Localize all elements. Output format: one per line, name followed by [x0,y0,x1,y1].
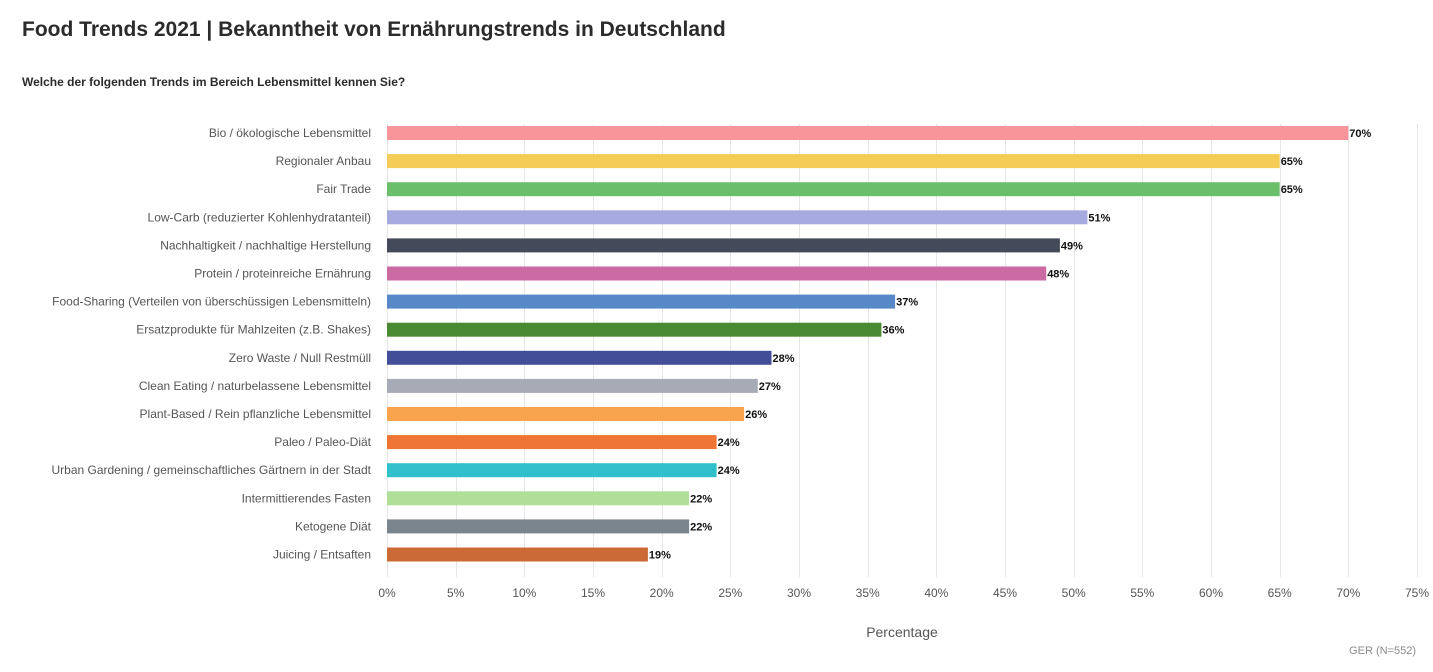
value-label: 65% [1281,184,1303,196]
category-label: Intermittierendes Fasten [242,491,371,505]
x-tick-label: 75% [1405,586,1429,600]
x-tick-label: 35% [856,586,880,600]
bar [387,547,648,562]
value-label: 26% [745,409,767,421]
category-label: Low-Carb (reduzierter Kohlenhydratanteil… [148,210,371,224]
bar [387,238,1060,253]
x-tick-label: 40% [924,586,948,600]
x-tick-label: 45% [993,586,1017,600]
value-label: 70% [1349,128,1371,140]
category-label: Nachhaltigkeit / nachhaltige Herstellung [160,238,371,252]
category-label: Clean Eating / naturbelassene Lebensmitt… [139,379,371,393]
value-label: 24% [718,465,740,477]
category-label: Bio / ökologische Lebensmittel [209,126,371,140]
x-tick-label: 55% [1130,586,1154,600]
bar [387,519,690,534]
category-label: Paleo / Paleo-Diät [274,435,371,449]
value-label: 65% [1281,156,1303,168]
value-label: 36% [882,325,904,337]
bar [387,378,758,393]
value-label: 24% [718,437,740,449]
value-label: 22% [690,493,712,505]
bar [387,294,896,309]
value-label: 19% [649,550,671,562]
x-tick-label: 0% [378,586,396,600]
bar [387,182,1280,197]
bar [387,322,882,337]
bar [387,491,690,506]
value-label: 51% [1088,212,1110,224]
bar [387,350,772,365]
bar [387,210,1088,225]
category-label: Fair Trade [316,182,371,196]
value-label: 48% [1047,269,1069,281]
category-label: Juicing / Entsaften [273,548,371,562]
bar [387,126,1349,140]
labels: 0% 5% 10% 15% 20% 25% 30% 35% 40% 45% 50% 55% 60% 65%… [51,126,1429,600]
bar [387,154,1280,169]
category-label: Zero Waste / Null Restmüll [229,351,371,365]
chart-title: Food Trends 2021 | Bekanntheit von Ernäh… [22,18,726,41]
value-label: 37% [896,297,918,309]
x-tick-label: 30% [787,586,811,600]
x-tick-label: 10% [512,586,536,600]
x-tick-label: 65% [1268,586,1292,600]
value-label: 27% [759,381,781,393]
category-label: Ersatzprodukte für Mahlzeiten (z.B. Shak… [136,323,371,337]
category-label: Regionaler Anbau [276,154,371,168]
bar [387,407,745,421]
x-tick-label: 25% [718,586,742,600]
x-axis-title: Percentage [866,624,938,640]
x-tick-label: 15% [581,586,605,600]
category-label: Plant-Based / Rein pflanzliche Lebensmit… [140,407,371,421]
value-label: 22% [690,521,712,533]
bar [387,435,717,450]
value-label: 28% [773,353,795,365]
x-tick-label: 5% [447,586,465,600]
category-label: Food-Sharing (Verteilen von überschüssig… [52,295,371,309]
x-tick-label: 60% [1199,586,1223,600]
category-label: Ketogene Diät [295,519,372,533]
bar [387,463,717,478]
x-tick-label: 20% [650,586,674,600]
value-label: 49% [1061,240,1083,252]
x-tick-label: 50% [1062,586,1086,600]
bars [387,126,1349,562]
category-label: Protein / proteinreiche Ernährung [194,267,371,281]
sample-note: GER (N=552) [1349,645,1416,657]
chart-subtitle: Welche der folgenden Trends im Bereich L… [22,75,406,89]
category-label: Urban Gardening / gemeinschaftliches Gär… [51,463,371,477]
x-tick-label: 70% [1336,586,1360,600]
bar [387,266,1047,281]
